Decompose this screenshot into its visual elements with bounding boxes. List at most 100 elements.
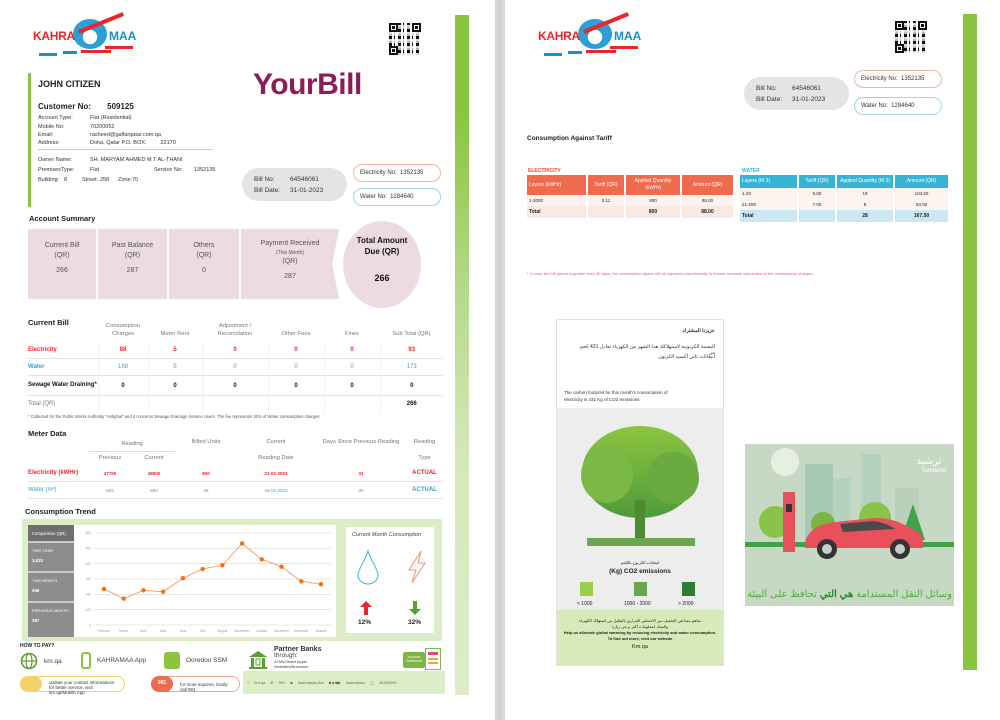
pay-machine-icon bbox=[164, 652, 180, 669]
current-month-consumption: Current Month Consumption 12% 32% bbox=[342, 523, 438, 637]
mobile-phone-icon bbox=[81, 652, 91, 669]
water-no-value: 1284640 bbox=[390, 194, 414, 200]
water-change-percent: 12% bbox=[358, 619, 372, 626]
block-label: THIS YEAR bbox=[32, 548, 54, 553]
cell: 173 bbox=[379, 358, 443, 376]
total-amount-due: Total Amount Due (QR) 266 bbox=[343, 221, 421, 308]
cell: Total bbox=[740, 210, 799, 222]
legend-arabic-title: انبعاثات الكربون بالكجم bbox=[620, 560, 660, 565]
qr-code[interactable] bbox=[895, 21, 927, 53]
account-summary-title: Account Summary bbox=[29, 214, 96, 223]
svg-text:ترشيد: ترشيد bbox=[917, 456, 942, 467]
pay-option-app[interactable]: KAHRAMAA App bbox=[81, 652, 146, 669]
col-header: Applied Quantity (kWHr) bbox=[625, 175, 682, 195]
cell: 5.50 bbox=[798, 188, 837, 199]
svg-text:September: September bbox=[234, 629, 251, 633]
phone-icon: ✆ bbox=[270, 680, 274, 685]
social-link[interactable]: 30303991 bbox=[379, 680, 397, 685]
electricity-number-box: Electricity No: 1352135 bbox=[353, 164, 441, 182]
table-row: Water 168 5 0 0 0 173 bbox=[28, 358, 443, 376]
cell: 5 bbox=[147, 342, 202, 359]
cell: ACTUAL bbox=[406, 481, 443, 499]
cell: 0 bbox=[97, 375, 148, 396]
location-row: Building: 8 Street: 258 Zone: 70 bbox=[38, 175, 228, 185]
col-header: Fines bbox=[344, 331, 360, 337]
page-title: YourBill bbox=[253, 68, 362, 101]
col-header: Days Since Previous Reading bbox=[322, 439, 400, 445]
col-header: Consumption Charges bbox=[105, 323, 141, 337]
field-label: Account Type: bbox=[38, 115, 73, 121]
cell: 800 bbox=[625, 195, 682, 206]
cell: 1-20 bbox=[740, 188, 799, 199]
account-statement-label: Account Statement bbox=[403, 652, 425, 668]
pay-option-ooredoo[interactable]: Ooredoo SSM bbox=[164, 652, 227, 669]
call-991-note[interactable]: 991 for more inquires, kindly call 991 bbox=[151, 676, 240, 692]
svg-text:200: 200 bbox=[86, 593, 92, 597]
partner-banks-detail: ATMs/Smart Apps/ Websites/Branches bbox=[274, 659, 309, 669]
social-link[interactable]: /kahramaa.live bbox=[297, 680, 324, 685]
qr-code[interactable] bbox=[389, 23, 421, 55]
total-label: Total Amount bbox=[356, 236, 408, 245]
cell: 168 bbox=[97, 358, 148, 376]
cell: 21-01-2023 bbox=[236, 465, 316, 482]
cell: 167.50 bbox=[894, 210, 950, 222]
col-header: Layers (kWHr) bbox=[527, 175, 588, 195]
side-accent-bar bbox=[455, 15, 469, 695]
field-label: Address: bbox=[38, 139, 60, 146]
caption-part: تحافظ على البيئة bbox=[746, 589, 817, 600]
col-header: Reading bbox=[88, 437, 176, 452]
street-value: 258 bbox=[100, 176, 110, 183]
row-label: Total (QR) bbox=[28, 401, 56, 407]
website-link[interactable]: Km.qa bbox=[632, 644, 648, 650]
cell bbox=[147, 395, 202, 412]
col-header bbox=[28, 320, 98, 342]
col-header bbox=[28, 451, 88, 465]
svg-text:April: April bbox=[140, 629, 147, 633]
cell: 0 bbox=[267, 358, 324, 376]
cell: 0 bbox=[323, 342, 380, 359]
svg-text:100: 100 bbox=[86, 608, 92, 612]
svg-text:500: 500 bbox=[86, 547, 92, 551]
row-label: Sewage Water Draining* bbox=[28, 375, 98, 396]
side-accent-bar bbox=[963, 14, 977, 670]
bill-number-pill: Bill No: 64546061 Bill Date: 31-01-2023 bbox=[242, 168, 347, 201]
svg-text:March: March bbox=[119, 629, 128, 633]
field-label: Service No: bbox=[154, 166, 183, 173]
meter-data-table: Reading Billed Units Current Reading Date… bbox=[28, 437, 443, 499]
account-summary: Current Bill (QR) 266 Past Balance (QR) … bbox=[28, 229, 339, 299]
legend-swatch-mid bbox=[634, 582, 647, 596]
col-header bbox=[28, 437, 88, 451]
table-row-total: Total 800 88.00 bbox=[527, 206, 735, 218]
arrow-up-icon bbox=[360, 601, 372, 615]
account-statement-button[interactable]: Account Statement bbox=[403, 648, 443, 672]
water-tariff-title: WATER bbox=[742, 168, 760, 174]
pay-option-banks[interactable]: Partner Banks through: ATMs/Smart Apps/ … bbox=[248, 646, 334, 670]
header-line: Current bbox=[266, 439, 286, 445]
how-to-pay-title: HOW TO PAY? bbox=[20, 643, 55, 649]
customer-info: JOHN CITIZEN Customer No: 509125 Account… bbox=[28, 73, 228, 207]
col-header: Current Reading Date bbox=[236, 437, 316, 465]
pay-option-web[interactable]: km.qa bbox=[20, 652, 62, 670]
update-note-text: update your contact informations for bet… bbox=[49, 680, 115, 695]
field-label: Street: bbox=[82, 176, 99, 183]
tariff-footnote: * In case the bill period is greater tha… bbox=[527, 272, 814, 276]
table-row: Sewage Water Draining* 0 0 0 0 0 0 bbox=[28, 375, 443, 396]
cell: 48550 bbox=[132, 465, 176, 482]
water-number-box: Water No: 1284640 bbox=[353, 188, 441, 206]
social-link[interactable]: km.qa bbox=[254, 680, 266, 685]
svg-text:July: July bbox=[200, 629, 206, 633]
cell-value: 0 bbox=[202, 267, 206, 274]
cell-unit: (QR) bbox=[54, 252, 70, 259]
svg-text:February: February bbox=[98, 629, 111, 633]
social-link[interactable]: 991 bbox=[278, 680, 286, 685]
cell: 104.50 bbox=[894, 188, 950, 199]
call-note-text: for more inquires, kindly call 991 bbox=[180, 682, 228, 692]
social-link[interactable]: /kahramaa bbox=[345, 680, 365, 685]
electricity-number-box: Electricity No: 1352135 bbox=[854, 70, 942, 88]
svg-text:600: 600 bbox=[86, 531, 92, 535]
english-footprint-text: The carbon footprint for this month's co… bbox=[564, 390, 668, 402]
ev-charging-banner[interactable]: ترشيد Tarsheed وسائل النقل المستدامة هي … bbox=[745, 444, 954, 606]
owner-row: Owner Name: SH. MARYAM AHMED M T AL-THANI bbox=[38, 155, 228, 165]
field-value: Flat (Residential) bbox=[90, 115, 132, 121]
sewage-footnote: * Collected for the Public Works Authori… bbox=[28, 414, 321, 419]
